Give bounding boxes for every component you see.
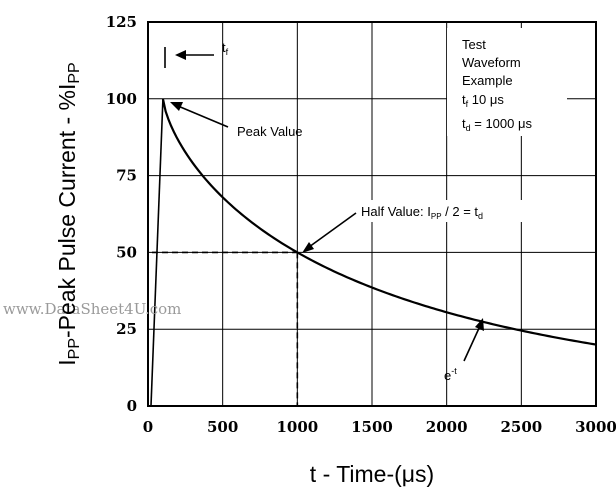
tick-labels: 0 500 1000 1500 2000 2500 3000 0 25 50 75 100 125	[106, 13, 616, 436]
legend-line-td: td = 1000 μs	[462, 116, 532, 133]
legend-line-test: Test	[462, 37, 486, 52]
legend-box	[447, 28, 567, 136]
x-tick-label: 2000	[426, 418, 468, 436]
y-tick-label: 100	[106, 90, 137, 108]
peak-value-label: Peak Value	[237, 124, 303, 139]
watermark: www.DataSheet4U.com	[3, 300, 181, 318]
peak-arrow	[177, 105, 229, 128]
x-tick-label: 500	[207, 418, 238, 436]
x-tick-label: 2500	[500, 418, 542, 436]
half-value-arrow	[308, 212, 357, 248]
waveform-rise-line	[150, 98, 164, 407]
x-tick-label: 1500	[351, 418, 393, 436]
exp-arrow-head	[475, 318, 484, 331]
x-tick-label: 1000	[276, 418, 318, 436]
x-axis-label: t - Time-(μs)	[310, 461, 434, 487]
waveform-decay-curve	[161, 98, 597, 346]
exp-arrow	[463, 325, 481, 362]
half-value-label: Half Value: IPP / 2 = td	[361, 204, 483, 221]
tf-label: tf	[222, 40, 229, 57]
legend-line-waveform: Waveform	[462, 55, 521, 70]
legend-line-example: Example	[462, 73, 513, 88]
legend-line-tf: tf 10 μs	[462, 92, 504, 109]
half-value-label-bg	[355, 200, 533, 222]
y-tick-label: 50	[116, 243, 137, 261]
tf-arrow-head	[175, 50, 186, 60]
y-tick-label: 25	[116, 320, 137, 338]
plot-border	[147, 21, 597, 407]
peak-arrow-head	[170, 102, 183, 111]
half-value-arrow-head	[302, 242, 314, 253]
exp-label: e-t	[444, 366, 457, 383]
y-tick-label: 125	[106, 13, 137, 31]
y-tick-label: 0	[127, 397, 137, 415]
x-tick-label: 3000	[575, 418, 616, 436]
y-tick-label: 75	[116, 167, 137, 185]
x-tick-label: 0	[143, 418, 153, 436]
y-axis-label: IPP-Peak Pulse Current - %IPP	[54, 62, 83, 365]
